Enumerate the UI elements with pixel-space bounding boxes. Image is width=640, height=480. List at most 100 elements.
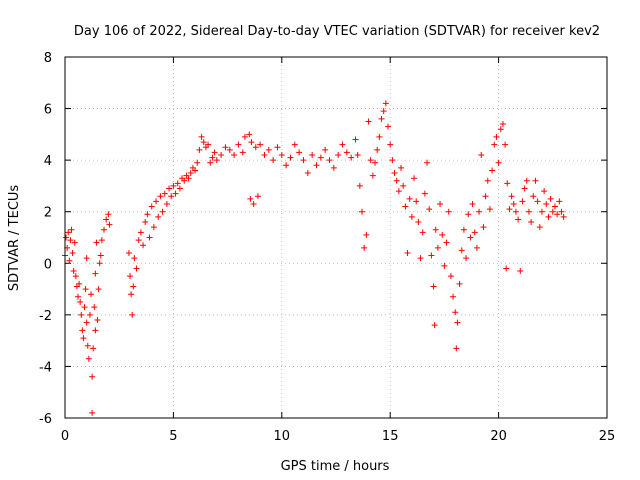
data-point <box>432 226 439 233</box>
data-point <box>248 139 255 146</box>
data-point <box>534 198 541 205</box>
data-point <box>95 286 102 293</box>
data-point <box>549 208 556 215</box>
data-point <box>411 175 418 182</box>
y-tick-label: 2 <box>44 206 52 221</box>
y-tick-label: 6 <box>44 103 52 118</box>
data-point <box>495 159 502 166</box>
data-point <box>525 208 532 215</box>
data-point <box>406 195 413 202</box>
data-point <box>528 219 535 226</box>
data-point <box>450 293 457 300</box>
data-point <box>174 180 181 187</box>
data-point <box>144 211 151 218</box>
data-point <box>558 208 565 215</box>
data-point <box>161 190 168 197</box>
data-point <box>506 206 513 213</box>
data-point <box>296 149 303 156</box>
data-point <box>304 170 311 177</box>
data-point <box>471 229 478 236</box>
data-point <box>437 200 444 207</box>
axis-ticks <box>64 56 608 419</box>
data-point <box>93 239 100 246</box>
data-point <box>369 172 376 179</box>
data-point <box>428 252 435 259</box>
data-point <box>478 151 485 158</box>
data-point <box>194 159 201 166</box>
data-point <box>257 141 264 148</box>
data-point <box>453 345 460 352</box>
data-point <box>235 141 242 148</box>
data-point <box>523 177 530 184</box>
data-point <box>417 255 424 262</box>
y-tick-label: 0 <box>44 257 52 272</box>
data-point <box>482 193 489 200</box>
data-point <box>94 317 101 324</box>
data-point <box>185 175 192 182</box>
data-point <box>503 265 510 272</box>
data-point <box>560 213 567 220</box>
data-point <box>200 139 207 146</box>
data-point <box>278 151 285 158</box>
data-point <box>97 252 104 259</box>
data-point <box>389 157 396 164</box>
data-point <box>356 182 363 189</box>
data-point <box>380 108 387 115</box>
data-point <box>250 200 257 207</box>
data-point <box>543 200 550 207</box>
data-point <box>205 141 212 148</box>
data-point <box>71 239 78 246</box>
data-point <box>153 198 160 205</box>
data-point <box>254 193 261 200</box>
data-point <box>231 151 238 158</box>
data-point <box>90 345 97 352</box>
data-point <box>89 373 96 380</box>
y-tick-label: -4 <box>39 360 52 375</box>
data-point <box>142 219 149 226</box>
data-point <box>493 133 500 140</box>
data-point <box>86 311 93 318</box>
y-tick-label: 4 <box>44 154 52 169</box>
data-point <box>413 198 420 205</box>
data-point <box>476 208 483 215</box>
data-point <box>512 208 519 215</box>
grid-lines <box>65 57 607 418</box>
data-point <box>172 190 179 197</box>
data-point <box>317 154 324 161</box>
data-point <box>391 170 398 177</box>
data-point <box>88 291 95 298</box>
data-point <box>129 311 136 318</box>
data-point <box>135 237 142 244</box>
data-point <box>239 149 246 156</box>
data-point <box>473 244 480 251</box>
data-point <box>72 273 79 280</box>
data-point <box>463 255 470 262</box>
y-axis-label: SDTVAR / TECUs <box>7 185 22 292</box>
data-point <box>82 286 89 293</box>
data-point <box>434 244 441 251</box>
data-point <box>508 193 515 200</box>
data-point <box>300 157 307 164</box>
data-point <box>547 195 554 202</box>
x-tick-label: 15 <box>382 429 399 444</box>
data-point <box>181 177 188 184</box>
data-point <box>431 322 438 329</box>
data-point <box>274 144 281 151</box>
data-point <box>79 327 86 334</box>
data-point <box>452 309 459 316</box>
data-point <box>70 268 77 275</box>
data-point <box>421 190 428 197</box>
data-point <box>415 219 422 226</box>
data-point <box>198 133 205 140</box>
data-point <box>467 234 474 241</box>
x-tick-label: 20 <box>490 429 507 444</box>
y-tick-label: 8 <box>44 51 52 66</box>
data-point <box>322 146 329 153</box>
data-point <box>101 226 108 233</box>
data-point <box>209 154 216 161</box>
data-point <box>530 193 537 200</box>
data-point <box>196 146 203 153</box>
y-tick-labels: -6 -4 -2 0 2 4 6 8 <box>39 51 52 427</box>
data-point <box>484 177 491 184</box>
data-point <box>480 224 487 231</box>
